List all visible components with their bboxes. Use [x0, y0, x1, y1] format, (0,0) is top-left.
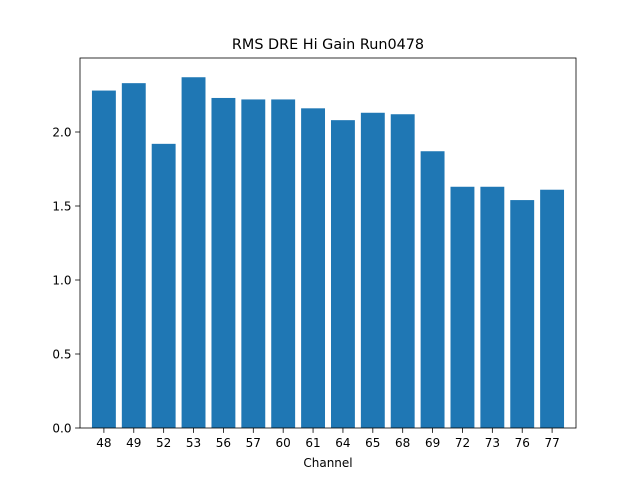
x-tick-label: 57 [246, 436, 261, 450]
bar-channel-64 [330, 120, 355, 428]
x-tick-label: 76 [515, 436, 530, 450]
x-tick-label: 68 [395, 436, 410, 450]
y-tick-label: 0.5 [52, 347, 71, 361]
x-tick-label: 48 [96, 436, 111, 450]
x-tick-label: 69 [425, 436, 440, 450]
x-tick-label: 77 [544, 436, 559, 450]
y-tick-label: 1.0 [52, 273, 71, 287]
bar-channel-48 [91, 90, 116, 428]
x-tick-label: 56 [216, 436, 231, 450]
bar-channel-57 [241, 99, 266, 428]
x-tick-label: 64 [335, 436, 350, 450]
bar-channel-49 [121, 83, 146, 428]
x-tick-label: 72 [455, 436, 470, 450]
x-tick-label: 49 [126, 436, 141, 450]
x-tick-label: 52 [156, 436, 171, 450]
y-axis-ticks: 0.0 0.5 1.0 1.5 2.0 [52, 125, 80, 435]
y-tick-label: 0.0 [52, 421, 71, 435]
bar-channel-61 [301, 108, 326, 428]
bar-channel-69 [420, 151, 445, 429]
bar-channel-73 [480, 186, 505, 428]
bar-channel-60 [271, 99, 296, 428]
bar-channel-77 [540, 189, 565, 428]
bar-channel-72 [450, 186, 475, 428]
bar-channel-65 [360, 112, 385, 428]
bar-channel-68 [390, 114, 415, 429]
bars-layer [91, 77, 565, 429]
bar-channel-52 [151, 143, 176, 428]
bar-channel-76 [510, 200, 535, 428]
y-tick-label: 2.0 [52, 125, 71, 139]
x-tick-label: 61 [305, 436, 320, 450]
x-axis-ticks: 48 49 52 53 56 57 60 61 64 65 68 69 72 73 76 77 [96, 428, 560, 450]
bar-channel-56 [211, 97, 236, 429]
plot-area-frame [79, 57, 577, 429]
x-tick-label: 60 [276, 436, 291, 450]
x-tick-label: 53 [186, 436, 201, 450]
y-tick-label: 1.5 [52, 199, 71, 213]
x-tick-label: 73 [485, 436, 500, 450]
chart-title: RMS DRE Hi Gain Run0478 [232, 37, 424, 53]
x-tick-label: 65 [365, 436, 380, 450]
x-axis-label: Channel [303, 456, 352, 470]
bar-channel-53 [181, 77, 206, 429]
